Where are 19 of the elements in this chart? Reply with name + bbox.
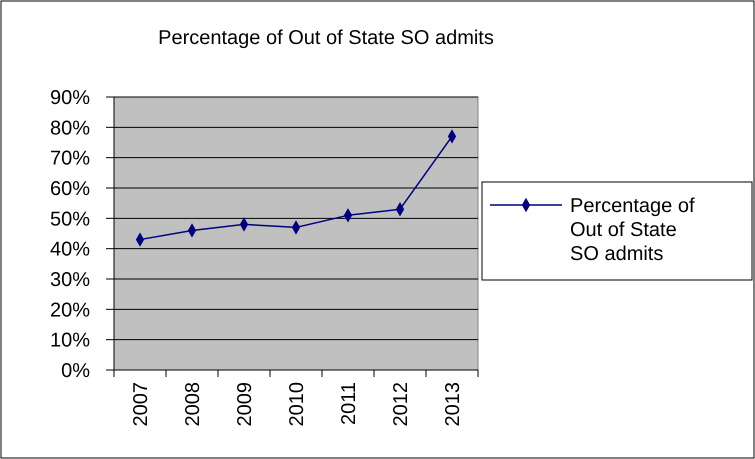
x-tick-label: 2012 bbox=[390, 382, 412, 426]
y-tick-label: 90% bbox=[50, 87, 90, 109]
x-tick-label: 2007 bbox=[130, 382, 152, 426]
y-tick-label: 40% bbox=[50, 238, 90, 261]
x-tick-label: 2013 bbox=[442, 382, 464, 426]
y-tick-label: 30% bbox=[50, 269, 90, 291]
x-tick-label: 2008 bbox=[182, 382, 204, 426]
y-tick-label: 80% bbox=[50, 117, 90, 140]
y-tick-label: 10% bbox=[50, 330, 90, 352]
x-tick-label: 2011 bbox=[338, 382, 360, 426]
y-tick-label: 50% bbox=[50, 208, 90, 230]
x-tick-label: 2010 bbox=[286, 382, 308, 426]
x-tick-label: 2009 bbox=[234, 382, 256, 426]
chart-title: Percentage of Out of State SO admits bbox=[158, 27, 494, 49]
y-tick-label: 70% bbox=[50, 148, 90, 170]
y-tick-label: 0% bbox=[61, 360, 90, 382]
y-tick-label: 20% bbox=[50, 299, 90, 322]
legend-label: Percentage of Out of State SO admits bbox=[570, 195, 695, 265]
y-tick-label: 60% bbox=[50, 178, 90, 200]
